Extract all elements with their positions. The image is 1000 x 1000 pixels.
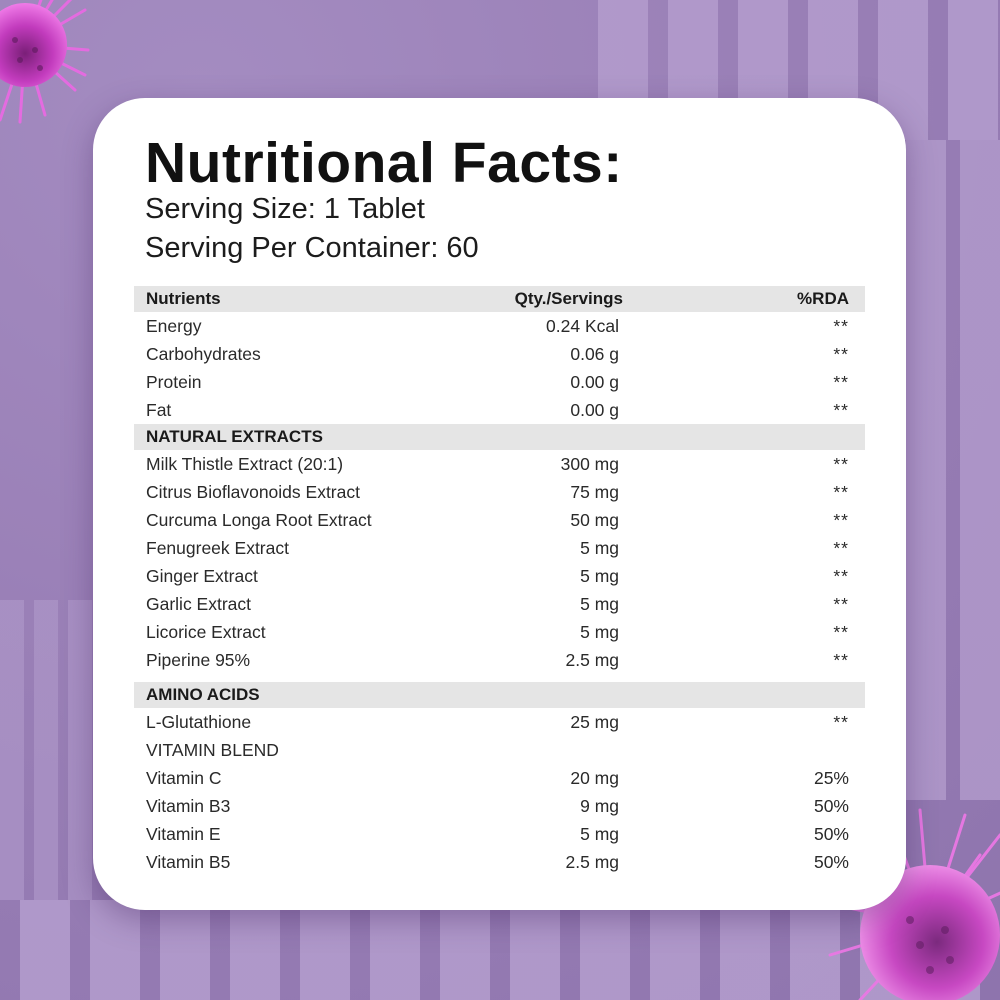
- nutrient-rda: **: [833, 482, 849, 502]
- nutrient-name: Garlic Extract: [146, 594, 252, 614]
- column-header-qty: Qty./Servings: [514, 289, 623, 308]
- nutrient-name: L-Glutathione: [146, 712, 252, 732]
- nutrient-name: Energy: [146, 316, 202, 336]
- table-row: Garlic Extract 5 mg **: [134, 590, 865, 618]
- nutrient-qty: 5 mg: [580, 594, 619, 614]
- table-row: L-Glutathione 25 mg **: [134, 708, 865, 736]
- table-row: Citrus Bioflavonoids Extract 75 mg **: [134, 478, 865, 506]
- nutrient-rda: 50%: [813, 824, 849, 844]
- nutrient-qty: 5 mg: [580, 622, 619, 642]
- nutrient-rda: **: [833, 650, 849, 670]
- nutrient-rda: **: [833, 622, 849, 642]
- section-header-natural-extracts: NATURAL EXTRACTS: [134, 424, 865, 450]
- nutrient-qty: 0.00 g: [570, 372, 619, 392]
- page-title: Nutritional Facts:: [145, 131, 623, 195]
- nutrient-name: Fenugreek Extract: [146, 538, 289, 558]
- nutrient-rda: **: [833, 594, 849, 614]
- nutrient-qty: 5 mg: [580, 566, 619, 586]
- nutrient-rda: **: [833, 344, 849, 364]
- nutrient-qty: 50 mg: [570, 510, 619, 530]
- table-row: Vitamin B5 2.5 mg 50%: [134, 848, 865, 876]
- table-row: Ginger Extract 5 mg **: [134, 562, 865, 590]
- table-row: Milk Thistle Extract (20:1) 300 mg **: [134, 450, 865, 478]
- nutrient-rda: **: [833, 566, 849, 586]
- nutrient-rda: **: [833, 400, 849, 420]
- background-stripes-right: [906, 140, 1000, 800]
- nutrient-name: Protein: [146, 372, 202, 392]
- table-row: Vitamin E 5 mg 50%: [134, 820, 865, 848]
- table-row: Fat 0.00 g **: [134, 396, 865, 424]
- table-row: Vitamin C 20 mg 25%: [134, 764, 865, 792]
- nutrient-name: Vitamin C: [146, 768, 222, 788]
- nutrient-name: Vitamin B5: [146, 852, 231, 872]
- nutrient-rda: 50%: [813, 852, 849, 872]
- nutrient-qty: 0.24 Kcal: [546, 316, 619, 336]
- nutrient-qty: 20 mg: [570, 768, 619, 788]
- table-row: Licorice Extract 5 mg **: [134, 618, 865, 646]
- nutrient-name: Ginger Extract: [146, 566, 258, 586]
- nutrient-qty: 0.00 g: [570, 400, 619, 420]
- nutrient-rda: **: [833, 316, 849, 336]
- nutrient-name: Fat: [146, 400, 172, 420]
- nutrient-rda: **: [833, 712, 849, 732]
- section-spacer: [134, 674, 865, 682]
- table-row: Piperine 95% 2.5 mg **: [134, 646, 865, 674]
- nutrient-rda: 25%: [813, 768, 849, 788]
- nutrient-qty: 300 mg: [560, 454, 619, 474]
- table-row: Fenugreek Extract 5 mg **: [134, 534, 865, 562]
- nutrient-name: Milk Thistle Extract (20:1): [146, 454, 344, 474]
- nutrient-rda: **: [833, 510, 849, 530]
- servings-per-container: Serving Per Container: 60: [145, 232, 479, 264]
- milk-thistle-flower-icon: [0, 0, 90, 124]
- nutrient-name: Licorice Extract: [146, 622, 266, 642]
- section-header-vitamin-blend: VITAMIN BLEND: [134, 736, 865, 764]
- column-header-nutrients: Nutrients: [146, 289, 221, 308]
- nutrient-qty: 5 mg: [580, 538, 619, 558]
- nutrient-rda: 50%: [813, 796, 849, 816]
- nutrient-qty: 5 mg: [580, 824, 619, 844]
- nutrient-rda: **: [833, 538, 849, 558]
- nutrition-table: Nutrients Qty./Servings %RDA Energy 0.24…: [134, 286, 865, 876]
- nutrient-qty: 2.5 mg: [565, 650, 620, 670]
- nutrient-qty: 25 mg: [570, 712, 619, 732]
- table-row: Carbohydrates 0.06 g **: [134, 340, 865, 368]
- serving-size: Serving Size: 1 Tablet: [145, 193, 425, 225]
- table-header-row: Nutrients Qty./Servings %RDA: [134, 286, 865, 312]
- nutrient-qty: 2.5 mg: [565, 852, 620, 872]
- section-label: NATURAL EXTRACTS: [146, 427, 323, 446]
- section-label: VITAMIN BLEND: [146, 740, 279, 760]
- nutrient-qty: 0.06 g: [570, 344, 619, 364]
- section-label: AMINO ACIDS: [146, 685, 260, 704]
- nutrient-rda: **: [833, 454, 849, 474]
- background-stripes-bottom: [0, 900, 1000, 1000]
- nutrient-name: Citrus Bioflavonoids Extract: [146, 482, 360, 502]
- background-stripes-left: [0, 600, 96, 900]
- table-row: Energy 0.24 Kcal **: [134, 312, 865, 340]
- table-row: Vitamin B3 9 mg 50%: [134, 792, 865, 820]
- nutrient-qty: 9 mg: [580, 796, 619, 816]
- column-header-rda: %RDA: [797, 289, 849, 308]
- nutrient-name: Carbohydrates: [146, 344, 261, 364]
- table-row: Curcuma Longa Root Extract 50 mg **: [134, 506, 865, 534]
- nutrition-facts-card: Nutritional Facts: Serving Size: 1 Table…: [93, 98, 906, 910]
- nutrient-name: Curcuma Longa Root Extract: [146, 510, 372, 530]
- table-row: Protein 0.00 g **: [134, 368, 865, 396]
- nutrient-name: Piperine 95%: [146, 650, 251, 670]
- section-header-amino-acids: AMINO ACIDS: [134, 682, 865, 708]
- nutrient-name: Vitamin E: [146, 824, 221, 844]
- nutrient-name: Vitamin B3: [146, 796, 231, 816]
- nutrient-rda: **: [833, 372, 849, 392]
- nutrient-qty: 75 mg: [570, 482, 619, 502]
